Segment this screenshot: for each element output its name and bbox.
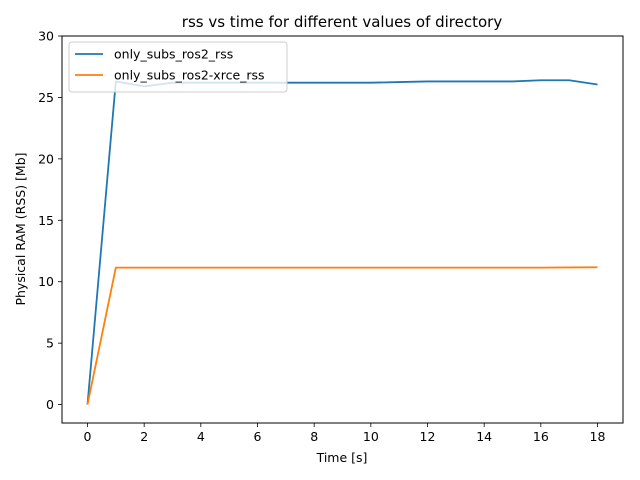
axes-frame [61, 35, 624, 424]
legend-label-series-1: only_subs_ros2_rss [114, 47, 233, 62]
legend-label-series-2: only_subs_ros2-xrce_rss [114, 68, 265, 83]
chart-title: rss vs time for different values of dire… [182, 13, 503, 31]
x-tick-label: 18 [590, 429, 606, 444]
x-tick-label: 10 [363, 429, 379, 444]
x-axis: 0 2 4 6 8 10 12 14 16 18 [84, 423, 606, 444]
x-axis-label: Time [s] [316, 450, 368, 465]
legend-box [68, 41, 288, 93]
x-tick-label: 14 [476, 429, 492, 444]
x-tick-label: 16 [533, 429, 549, 444]
series-line-2 [86, 266, 598, 405]
x-tick-label: 12 [420, 429, 436, 444]
y-tick-label: 30 [38, 29, 54, 44]
y-tick-label: 0 [46, 397, 54, 412]
y-axis-label: Physical RAM (RSS) [Mb] [13, 152, 28, 305]
y-tick-label: 5 [46, 336, 54, 351]
x-tick-label: 2 [140, 429, 148, 444]
x-tick-label: 4 [197, 429, 205, 444]
legend: only_subs_ros2_rss only_subs_ros2-xrce_r… [68, 41, 288, 93]
x-tick-label: 6 [254, 429, 262, 444]
y-tick-label: 15 [38, 213, 54, 228]
x-tick-label: 8 [310, 429, 318, 444]
y-tick-label: 20 [38, 151, 54, 166]
y-tick-label: 10 [38, 274, 54, 289]
y-axis: 0 5 10 15 20 25 30 [38, 29, 62, 412]
x-tick-label: 0 [84, 429, 92, 444]
y-tick-label: 25 [38, 90, 54, 105]
